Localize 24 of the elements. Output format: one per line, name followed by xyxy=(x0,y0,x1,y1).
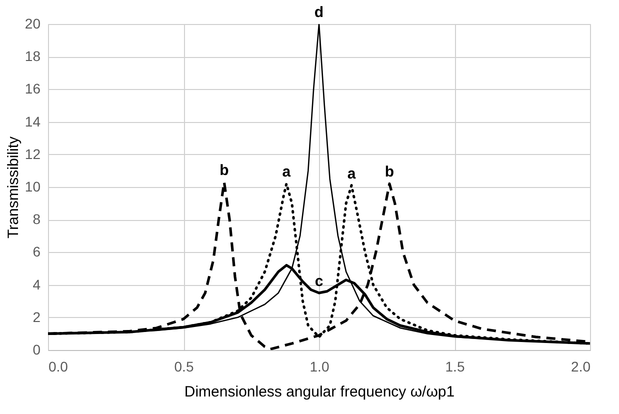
y-tick-label: 4 xyxy=(32,276,41,292)
y-tick-label: 0 xyxy=(32,342,41,358)
annotation: b xyxy=(384,164,394,181)
y-tick-label: 2 xyxy=(32,308,41,325)
y-axis-title: Transmissibility xyxy=(4,136,22,238)
x-tick-label: 1.5 xyxy=(445,358,465,374)
y-tick-label: 8 xyxy=(32,211,41,228)
x-tick-label: 1.0 xyxy=(310,358,330,374)
y-tick-label: 18 xyxy=(24,48,41,64)
annotation: b xyxy=(220,162,229,180)
y-tick-label: 16 xyxy=(24,80,41,97)
y-tick-label: 12 xyxy=(24,146,41,162)
annotation: a xyxy=(282,164,292,181)
annotation: d xyxy=(314,4,324,21)
x-tick-label: 2.0 xyxy=(571,358,591,374)
y-tick-label: 6 xyxy=(32,244,41,260)
y-tick-label: 10 xyxy=(24,178,41,194)
x-tick-label: 0.0 xyxy=(48,358,68,374)
y-tick-label: 14 xyxy=(24,113,41,130)
annotation: a xyxy=(347,165,356,182)
y-tick-label: 20 xyxy=(24,16,41,32)
annotation: c xyxy=(314,272,324,290)
x-axis-title: Dimensionless angular frequency ω/ωp1 xyxy=(184,384,455,400)
x-tick-label: 0.5 xyxy=(174,358,194,374)
